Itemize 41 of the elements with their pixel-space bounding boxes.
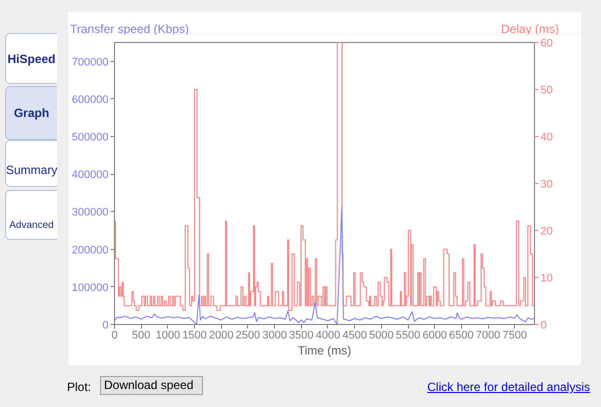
y2-tick-label: 0 bbox=[540, 320, 547, 332]
x-tick-label: 2000 bbox=[209, 330, 234, 342]
text: Advanced bbox=[8, 218, 55, 233]
x-tick-label: 6500 bbox=[449, 330, 474, 342]
x-tick-label: 2500 bbox=[236, 330, 260, 342]
y-tick-label: 500000 bbox=[72, 132, 109, 144]
x-tick-label: 7000 bbox=[476, 330, 500, 342]
text: Summary bbox=[6, 162, 58, 179]
y-tick-label: 0 bbox=[102, 320, 109, 332]
y-tick-label: 700000 bbox=[72, 56, 109, 68]
text: Plot: bbox=[67, 379, 92, 396]
y2-tick-label: 50 bbox=[540, 84, 553, 96]
text: Download speed bbox=[100, 376, 203, 395]
y2-tick-label: 30 bbox=[540, 178, 553, 190]
x-tick-label: 5000 bbox=[369, 330, 394, 342]
x-tick-label: 4000 bbox=[316, 330, 340, 342]
x-tick-label: 1500 bbox=[182, 330, 207, 342]
x-tick-label: 3000 bbox=[262, 330, 287, 342]
x-tick-label: 5500 bbox=[396, 330, 420, 342]
text: Graph bbox=[12, 104, 50, 122]
y-tick-label: 200000 bbox=[72, 244, 109, 256]
y-axis-title: Transfer speed (Kbps) bbox=[70, 21, 189, 38]
x-tick-label: 500 bbox=[132, 330, 150, 342]
y-tick-label: 400000 bbox=[72, 169, 109, 182]
x-tick-label: 6000 bbox=[422, 330, 447, 342]
y-tick-label: 600000 bbox=[72, 94, 109, 106]
x-tick-label: 0 bbox=[111, 330, 118, 342]
y2-tick-label: 10 bbox=[540, 272, 553, 284]
y2-tick-label: 40 bbox=[540, 132, 553, 144]
x-tick-label: 4500 bbox=[342, 330, 367, 342]
x-axis-title: Time (ms) bbox=[298, 344, 352, 358]
y-tick-label: 100000 bbox=[72, 282, 109, 294]
x-tick-label: 1000 bbox=[156, 330, 180, 342]
y-tick-label: 300000 bbox=[72, 206, 109, 219]
text: HiSpeed bbox=[6, 50, 56, 68]
y2-tick-label: 20 bbox=[540, 226, 553, 238]
text: Click here for detailed analysis bbox=[427, 379, 590, 396]
y2-tick-label: 60 bbox=[540, 38, 553, 50]
x-tick-label: 3500 bbox=[289, 330, 314, 342]
x-tick-label: 7500 bbox=[502, 330, 528, 342]
y2-axis-title: Delay (ms) bbox=[500, 21, 559, 38]
